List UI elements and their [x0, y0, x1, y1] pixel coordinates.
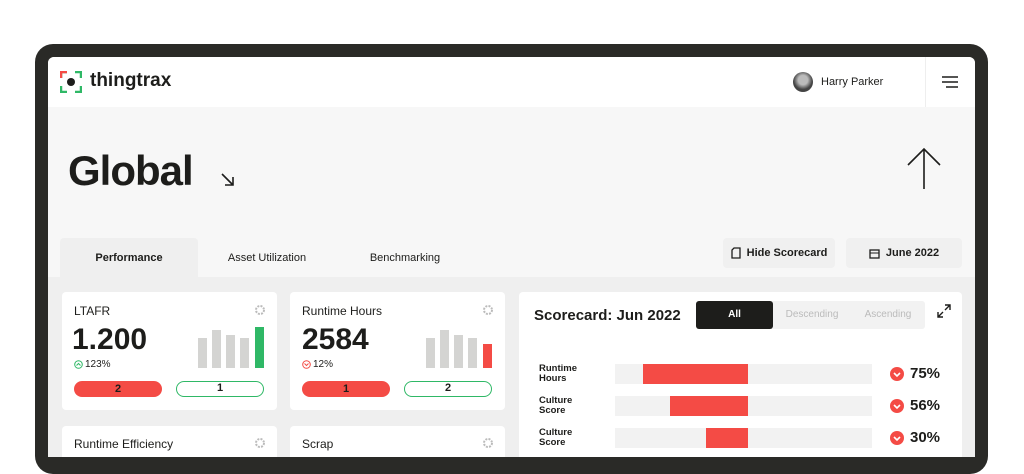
down-icon: [890, 399, 904, 413]
card-change: 123%: [85, 359, 111, 370]
row-value: 30%: [910, 429, 941, 446]
bar: [706, 428, 748, 448]
expand-icon[interactable]: [937, 304, 951, 318]
scorecard-icon: [730, 247, 741, 259]
card-title: Runtime Hours: [302, 304, 383, 318]
row-label: Culture Score: [539, 395, 573, 416]
down-icon: [890, 367, 904, 381]
brand: thingtrax: [90, 70, 172, 91]
badge: 1: [176, 381, 264, 397]
screen: thingtrax Harry Parker Global Performanc…: [48, 57, 975, 457]
card-change: 12%: [313, 359, 334, 370]
user-name[interactable]: Harry Parker: [821, 76, 884, 88]
bar: [643, 364, 748, 384]
badge: 2: [404, 381, 492, 397]
row-label: Culture Score: [539, 427, 573, 448]
filter[interactable]: Descending: [785, 309, 839, 320]
kpi-card[interactable]: Runtime Efficiency: [62, 426, 277, 457]
down-icon: [302, 360, 311, 369]
logo-icon: [60, 71, 82, 93]
settings-icon[interactable]: [254, 437, 266, 449]
tab[interactable]: Benchmarking: [369, 252, 441, 264]
down-right-arrow[interactable]: [220, 172, 236, 188]
up-icon: [74, 360, 83, 369]
header: thingtrax Harry Parker: [48, 57, 975, 107]
row-value: 75%: [910, 365, 941, 382]
kpi-card[interactable]: LTAFR 1.200 123% 2 1: [62, 292, 277, 410]
mini-bars: [426, 327, 496, 368]
settings-icon[interactable]: [254, 304, 266, 316]
up-arrow[interactable]: [906, 147, 942, 191]
badge: 1: [302, 381, 390, 397]
down-icon: [890, 431, 904, 445]
page: thingtrax Harry Parker Global Performanc…: [35, 44, 988, 474]
calendar-icon: [869, 248, 880, 259]
filter[interactable]: Ascending: [864, 309, 912, 320]
date-button[interactable]: June 2022: [846, 238, 962, 268]
button-label: Hide Scorecard: [746, 247, 828, 259]
card-title: Runtime Efficiency: [74, 437, 174, 451]
filter-control: All Descending Ascending: [696, 301, 925, 329]
menu-icon[interactable]: [941, 75, 959, 89]
kpi-card[interactable]: Scrap: [290, 426, 505, 457]
avatar[interactable]: [793, 72, 813, 92]
hide-scorecard-button[interactable]: Hide Scorecard: [723, 238, 835, 268]
page-title: Global: [68, 147, 194, 194]
card-title: LTAFR: [74, 304, 111, 318]
card-value: 1.200: [72, 323, 148, 356]
settings-icon[interactable]: [482, 304, 494, 316]
card-value: 2584: [302, 323, 369, 356]
settings-icon[interactable]: [482, 437, 494, 449]
card-title: Scrap: [302, 437, 334, 451]
filter-active[interactable]: All: [696, 301, 773, 329]
scorecard-panel: Scorecard: Jun 2022 All Descending Ascen…: [519, 292, 962, 457]
divider: [925, 57, 926, 107]
mini-bars: [198, 327, 268, 368]
row-value: 56%: [910, 397, 941, 414]
bar: [669, 396, 748, 416]
kpi-card[interactable]: Runtime Hours 2584 12% 1 2: [290, 292, 505, 410]
badge: 2: [74, 381, 162, 397]
scorecard-title: Scorecard: Jun 2022: [534, 307, 681, 324]
tab-active[interactable]: Performance: [60, 238, 198, 278]
tab[interactable]: Asset Utilization: [227, 252, 307, 264]
row-label: Runtime Hours: [539, 363, 577, 384]
button-label: June 2022: [885, 247, 940, 259]
